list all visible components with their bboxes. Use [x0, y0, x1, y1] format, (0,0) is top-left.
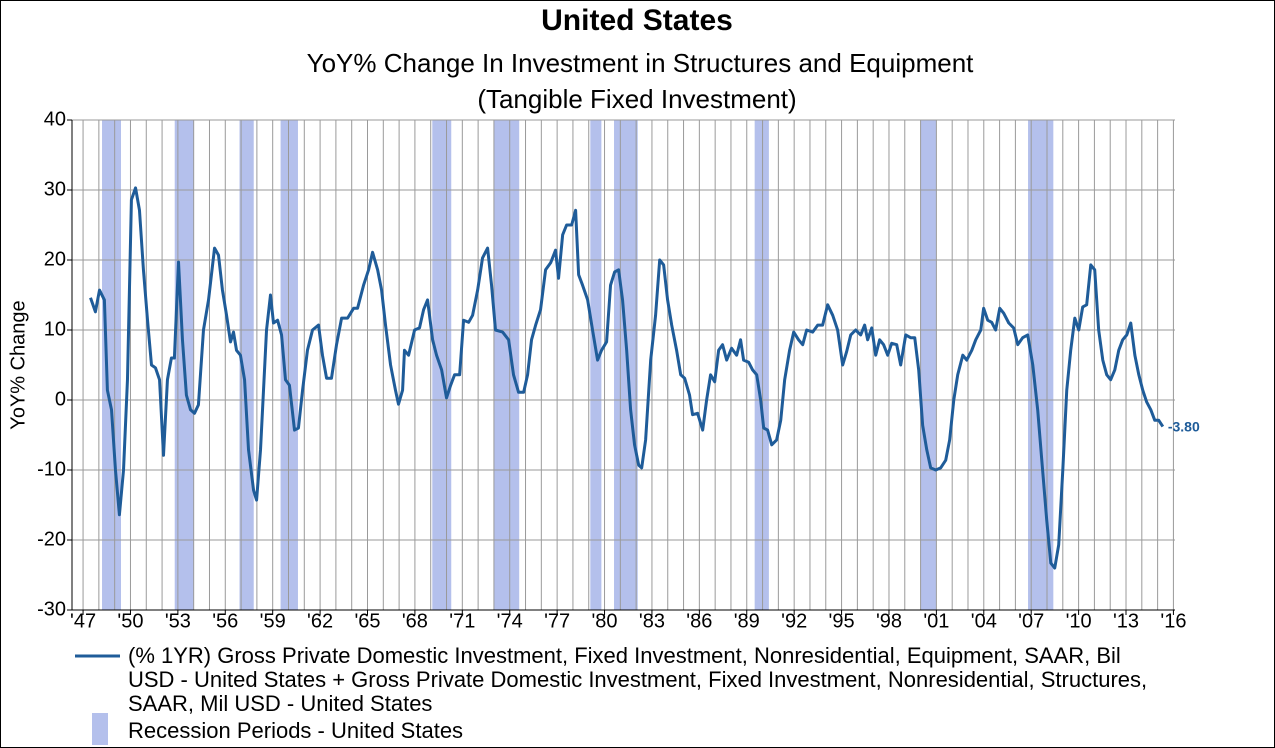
x-tick-label: '50: [117, 610, 143, 632]
x-tick-label: '77: [544, 610, 570, 632]
x-tick-label: '71: [449, 610, 475, 632]
recession-band: [614, 120, 638, 610]
y-tick-label: 0: [55, 388, 66, 410]
x-tick-label: '89: [734, 610, 760, 632]
recession-band: [280, 120, 298, 610]
chart-subtitle: YoY% Change In Investment in Structures …: [307, 48, 975, 78]
recession-band: [493, 120, 520, 610]
x-tick-label: '98: [876, 610, 902, 632]
x-tick-label: '07: [1018, 610, 1044, 632]
y-tick-label: 10: [44, 318, 66, 340]
x-tick-label: '59: [260, 610, 286, 632]
x-tick-label: '16: [1160, 610, 1186, 632]
x-tick-label: '74: [497, 610, 523, 632]
x-tick-label: '92: [781, 610, 807, 632]
legend-swatch: [92, 713, 108, 745]
chart-title: United States: [541, 4, 733, 37]
x-tick-label: '13: [1113, 610, 1139, 632]
recession-band: [754, 120, 769, 610]
x-tick-label: '83: [639, 610, 665, 632]
recession-band: [239, 120, 254, 610]
x-tick-label: '47: [70, 610, 96, 632]
x-tick-label: '56: [212, 610, 238, 632]
x-tick-label: '04: [971, 610, 997, 632]
legend-label: (% 1YR) Gross Private Domestic Investmen…: [128, 643, 1148, 716]
x-tick-label: '95: [829, 610, 855, 632]
x-tick-label: '10: [1066, 610, 1092, 632]
x-tick-label: '68: [402, 610, 428, 632]
x-tick-label: '62: [307, 610, 333, 632]
recession-band: [102, 120, 121, 610]
recession-band: [590, 120, 602, 610]
x-tick-label: '53: [165, 610, 191, 632]
y-tick-label: 40: [44, 108, 66, 130]
legend-label: Recession Periods - United States: [128, 718, 464, 743]
y-tick-label: 30: [44, 178, 66, 200]
x-tick-label: '65: [354, 610, 380, 632]
x-tick-label: '86: [686, 610, 712, 632]
y-axis-label: YoY% Change: [7, 300, 29, 429]
y-tick-label: 20: [44, 248, 66, 270]
recession-band: [432, 120, 452, 610]
x-tick-label: '01: [923, 610, 949, 632]
data-line: [89, 186, 1165, 570]
chart-subtitle: (Tangible Fixed Investment): [477, 84, 796, 114]
end-value-label: -3.80: [1168, 418, 1200, 434]
recession-band: [920, 120, 937, 610]
y-tick-label: -10: [37, 458, 66, 480]
x-tick-label: '80: [591, 610, 617, 632]
y-tick-label: -20: [37, 528, 66, 550]
y-tick-label: -30: [37, 598, 66, 620]
